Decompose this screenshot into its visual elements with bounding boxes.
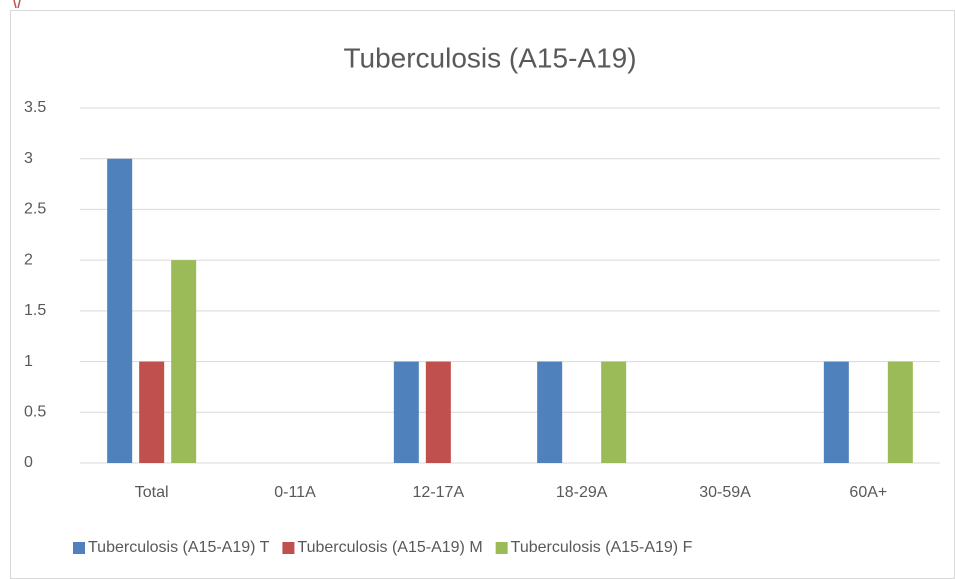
y-tick-label: 2 — [24, 251, 33, 268]
y-tick-label: 0.5 — [24, 404, 46, 421]
bar — [887, 361, 913, 463]
x-tick-label: 30-59A — [699, 484, 751, 501]
y-tick-label: 1.5 — [24, 302, 46, 319]
legend-label: Tuberculosis (A15-A19) M — [297, 539, 482, 556]
bar — [107, 158, 133, 463]
bar — [139, 361, 165, 463]
x-tick-label: 0-11A — [274, 484, 316, 501]
bar — [537, 361, 563, 463]
legend-label: Tuberculosis (A15-A19) F — [511, 539, 693, 556]
legend-swatch — [282, 542, 295, 554]
legend-swatch — [495, 542, 508, 554]
bar — [425, 361, 451, 463]
y-tick-label: 3.5 — [24, 99, 46, 116]
corner-icon — [13, 0, 21, 9]
y-tick-label: 2.5 — [24, 201, 46, 218]
x-tick-label: 12-17A — [413, 484, 465, 501]
legend-swatch — [73, 542, 85, 554]
chart-title: Tuberculosis (A15-A19) — [343, 42, 636, 73]
y-tick-label: 3 — [24, 150, 33, 167]
x-tick-label: 60A+ — [849, 484, 887, 501]
bar — [171, 260, 197, 463]
x-tick-label: 18-29A — [556, 484, 608, 501]
y-tick-label: 0 — [24, 454, 33, 471]
x-tick-label: Total — [135, 484, 169, 501]
bar — [601, 361, 627, 463]
chart-border — [10, 10, 955, 579]
bar — [823, 361, 849, 463]
bar — [393, 361, 419, 463]
legend-label: Tuberculosis (A15-A19) T — [88, 539, 270, 556]
y-tick-label: 1 — [24, 353, 33, 370]
